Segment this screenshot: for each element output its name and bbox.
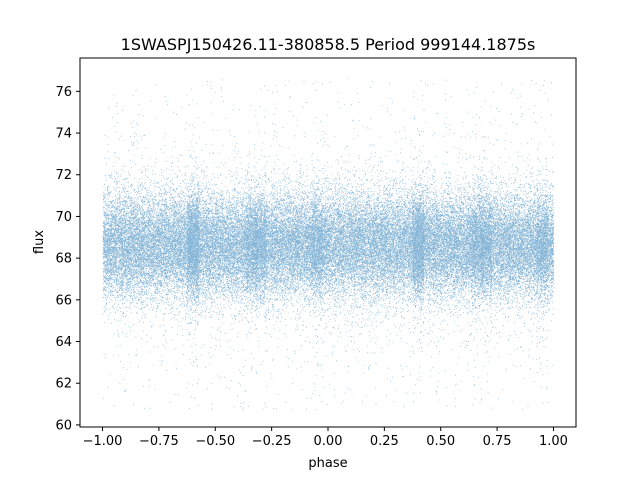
y-tick-label: 76 <box>55 85 72 100</box>
x-tick-label: 0.25 <box>370 434 399 449</box>
x-tick-label: 0.75 <box>483 434 512 449</box>
x-axis-ticks: −1.00 −0.75 −0.50 −0.25 0.00 0.25 0.50 0.75 1.00 <box>83 427 568 449</box>
y-tick-label: 64 <box>55 335 72 350</box>
x-tick-label: −1.00 <box>83 434 123 449</box>
x-tick-label: −0.25 <box>252 434 292 449</box>
data-points <box>102 78 555 411</box>
y-tick-label: 74 <box>55 127 72 142</box>
y-tick-label: 68 <box>55 252 72 267</box>
x-tick-label: −0.75 <box>139 434 179 449</box>
y-axis-ticks: 60 62 64 66 68 70 72 74 76 <box>55 85 80 433</box>
x-axis-label: phase <box>308 456 347 471</box>
chart-title: 1SWASPJ150426.11-380858.5 Period 999144.… <box>121 35 536 54</box>
y-tick-label: 70 <box>55 210 72 225</box>
y-tick-label: 66 <box>55 293 72 308</box>
y-tick-label: 72 <box>55 168 72 183</box>
x-tick-label: 0.00 <box>314 434 343 449</box>
flux-points <box>102 78 555 411</box>
x-tick-label: 1.00 <box>539 434 568 449</box>
x-tick-label: −0.50 <box>195 434 235 449</box>
x-tick-label: 0.50 <box>426 434 455 449</box>
y-tick-label: 60 <box>55 418 72 433</box>
y-axis-label: flux <box>32 230 47 254</box>
y-tick-label: 62 <box>55 377 72 392</box>
